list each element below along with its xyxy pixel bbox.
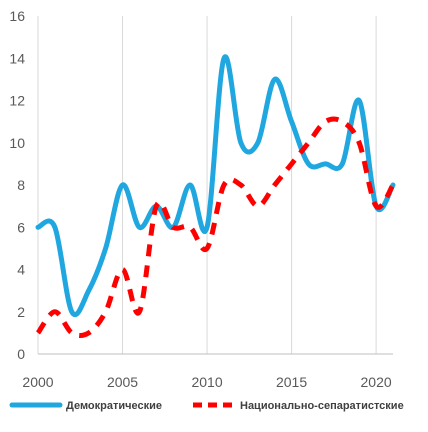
y-tick-label: 0 bbox=[17, 346, 25, 362]
vertical-gridlines bbox=[37, 16, 377, 354]
x-tick-label: 2005 bbox=[107, 374, 138, 390]
y-tick-label: 6 bbox=[17, 219, 25, 235]
series-lines bbox=[35, 54, 396, 339]
y-tick-label: 14 bbox=[9, 50, 25, 66]
y-tick-label: 10 bbox=[9, 135, 25, 151]
series-line-democratic bbox=[35, 54, 396, 317]
series-line-separatist bbox=[35, 116, 396, 339]
x-tick-label: 2020 bbox=[361, 374, 392, 390]
y-axis-tick-labels: 0 2 4 6 8 10 12 14 16 bbox=[9, 8, 25, 362]
y-tick-label: 8 bbox=[17, 177, 25, 193]
y-tick-label: 16 bbox=[9, 8, 25, 24]
x-tick-label: 2015 bbox=[276, 374, 307, 390]
y-tick-label: 2 bbox=[17, 304, 25, 320]
legend: Демократические Национально-сепаратистски… bbox=[9, 400, 404, 412]
x-tick-label: 2000 bbox=[22, 374, 53, 390]
legend-label: Демократические bbox=[66, 400, 162, 412]
x-axis-tick-labels: 2000 2005 2010 2015 2020 bbox=[22, 374, 391, 390]
y-tick-label: 12 bbox=[9, 93, 25, 109]
legend-label: Национально-сепаратистские bbox=[240, 400, 404, 412]
y-tick-label: 4 bbox=[17, 262, 25, 278]
x-tick-label: 2010 bbox=[191, 374, 222, 390]
